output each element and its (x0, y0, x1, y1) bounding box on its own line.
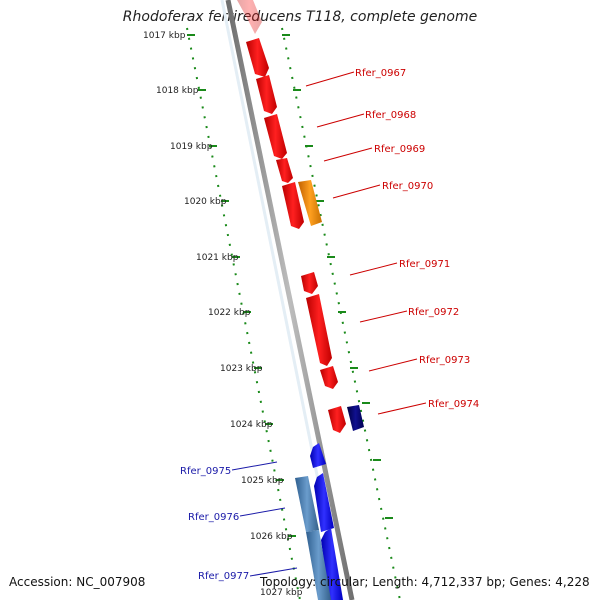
kbp-label-1027: 1027 kbp (260, 588, 303, 598)
gene-arrow-rfer-0974a[interactable] (328, 406, 346, 433)
gene-arrow-rfer-0972[interactable] (306, 294, 332, 366)
gene-label-rfer-0967: Rfer_0967 (355, 68, 406, 79)
kbp-label-1023: 1023 kbp (220, 364, 263, 374)
gene-label-rfer-0977: Rfer_0977 (198, 571, 249, 582)
gene-arrow-rfer-0974[interactable] (347, 405, 364, 431)
kbp-label-1018: 1018 kbp (156, 86, 199, 96)
kbp-label-1025: 1025 kbp (241, 476, 284, 486)
reverse-genes (295, 443, 343, 600)
gene-arrow-rfer-0971[interactable] (301, 272, 318, 294)
gene-arrow-rfer-0976a[interactable] (314, 473, 334, 532)
gene-label-rfer-0971: Rfer_0971 (399, 259, 450, 270)
gene-arrow-rfer-0977a[interactable] (321, 528, 343, 600)
kbp-label-1024: 1024 kbp (230, 420, 273, 430)
kbp-label-1020: 1020 kbp (184, 197, 227, 207)
map-title: Rhodoferax ferrireducens T118, complete … (122, 9, 478, 25)
gene-label-rfer-0968: Rfer_0968 (365, 110, 416, 121)
genome-summary-text: Topology: circular; Length: 4,712,337 bp… (260, 575, 590, 589)
kbp-label-1021: 1021 kbp (196, 253, 239, 263)
gene-label-rfer-0973: Rfer_0973 (419, 355, 470, 366)
gene-label-rfer-0976: Rfer_0976 (188, 512, 239, 523)
callout-lines-left (231, 461, 298, 577)
accession-text: Accession: NC_007908 (9, 575, 150, 589)
kbp-label-1026: 1026 kbp (250, 532, 293, 542)
forward-genes (237, 0, 364, 433)
gene-arrow-rfer-0970a[interactable] (282, 182, 304, 229)
gene-arrow-rfer-0970[interactable] (298, 180, 322, 226)
gene-arrow-rfer-0975[interactable] (310, 443, 326, 468)
gene-arrow-rfer-0969b[interactable] (276, 158, 293, 183)
gene-arrow-rfer-0969[interactable] (264, 114, 287, 159)
gene-label-rfer-0970: Rfer_0970 (382, 181, 433, 192)
gene-arrow-rfer-0973[interactable] (320, 366, 338, 389)
gene-label-rfer-0975: Rfer_0975 (180, 466, 231, 477)
gene-label-rfer-0972: Rfer_0972 (408, 307, 459, 318)
kbp-label-1022: 1022 kbp (208, 308, 251, 318)
gene-arrow-rfer-0977[interactable] (306, 530, 331, 600)
kbp-label-1019: 1019 kbp (170, 142, 213, 152)
gene-arrow-rfer-0968[interactable] (256, 75, 277, 114)
kbp-label-1017: 1017 kbp (143, 31, 186, 41)
gene-arrow-rfer-0967[interactable] (246, 38, 269, 77)
gene-label-rfer-0969: Rfer_0969 (374, 144, 425, 155)
genome-backbone (225, 0, 355, 600)
gene-label-rfer-0974: Rfer_0974 (428, 399, 479, 410)
major-ticks-left (187, 34, 296, 537)
callout-lines-right (305, 71, 427, 415)
kbp-ruler-left (186, 27, 301, 600)
gene-arrow-rfer-0976[interactable] (295, 476, 319, 532)
gene-arrow-top (237, 0, 262, 34)
major-ticks-right (282, 34, 393, 519)
